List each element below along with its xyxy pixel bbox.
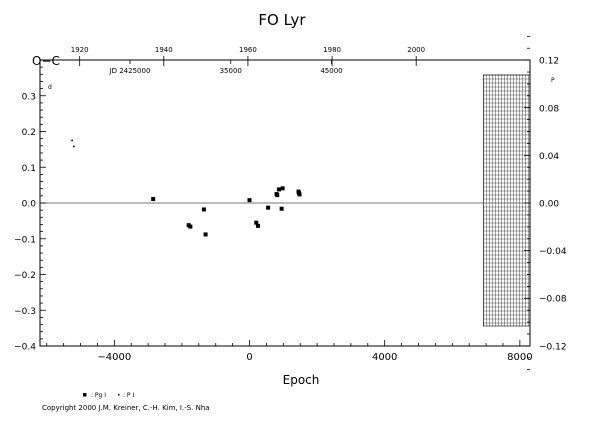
point-pg <box>188 224 193 229</box>
point-pg <box>280 186 285 191</box>
point-pg <box>266 205 271 210</box>
legend-marker-pgi <box>83 393 87 397</box>
y-tick-label: 0.1 <box>22 164 36 174</box>
right-tick-label: 0.00 <box>539 200 559 210</box>
right-tick-label: −0.08 <box>539 295 567 305</box>
chart-title: FO Lyr <box>258 11 306 29</box>
legend-label-pgi: : Pg I <box>91 392 106 399</box>
hatch-box <box>483 74 531 327</box>
x-tick-label: 8000 <box>507 352 532 363</box>
legend-marker-pi <box>118 394 120 396</box>
right-tick-label: −0.12 <box>539 342 567 352</box>
point-pg <box>254 220 259 225</box>
y-tick-label: 0.3 <box>22 92 36 102</box>
y-tick-label: −0.2 <box>14 271 36 281</box>
point-p <box>71 139 73 142</box>
point-pg <box>255 223 260 228</box>
legend-label-pi: : P I <box>123 392 134 399</box>
point-pg <box>203 232 208 237</box>
legend: : Pg I : P I <box>83 392 134 399</box>
y-tick-label: −0.1 <box>14 235 36 245</box>
point-pg <box>275 193 280 198</box>
year-label: 2000 <box>407 46 425 54</box>
y-axis-label: O−C <box>32 54 60 68</box>
x-axis-label: Epoch <box>283 373 320 387</box>
jd-label: 35000 <box>220 67 242 75</box>
data-points <box>71 139 302 237</box>
x-tick-label: 0 <box>246 352 252 363</box>
year-label: 1960 <box>239 46 257 54</box>
point-pg <box>297 192 302 197</box>
point-pg <box>247 198 252 203</box>
hatched-region <box>483 74 531 327</box>
y-tick-label: 0.0 <box>22 200 37 210</box>
right-top-unit: P <box>551 77 555 84</box>
right-tick-label: −0.04 <box>539 247 567 257</box>
right-tick-label: 0.08 <box>539 104 559 114</box>
jd-label: JD 2425000 <box>109 67 151 75</box>
point-pg <box>151 197 156 202</box>
x-tick-label: 4000 <box>372 352 397 363</box>
y-tick-label: −0.3 <box>14 307 36 317</box>
year-label: 1920 <box>71 46 89 54</box>
jd-label: 45000 <box>320 67 342 75</box>
tick-marks <box>40 35 530 371</box>
y-top-unit: d <box>48 84 52 91</box>
point-pg <box>276 187 281 192</box>
y-tick-label: 0.2 <box>22 128 36 138</box>
right-tick-label: 0.04 <box>539 152 559 162</box>
year-label: 1980 <box>323 46 341 54</box>
point-p <box>72 145 75 148</box>
tick-labels: −4000 0 4000 8000 −0.4 −0.3 −0.2 −0.1 0.0 0.1 0.2 0… <box>14 46 567 363</box>
y-tick-label: −0.4 <box>14 343 36 353</box>
x-tick-label: −4000 <box>97 352 131 363</box>
copyright-notice: Copyright 2000 J.M. Kreiner, C.-H. Kim, … <box>42 404 210 412</box>
right-tick-label: 0.12 <box>539 57 559 67</box>
point-pg <box>279 206 284 211</box>
point-pg <box>201 207 206 212</box>
year-label: 1940 <box>155 46 173 54</box>
